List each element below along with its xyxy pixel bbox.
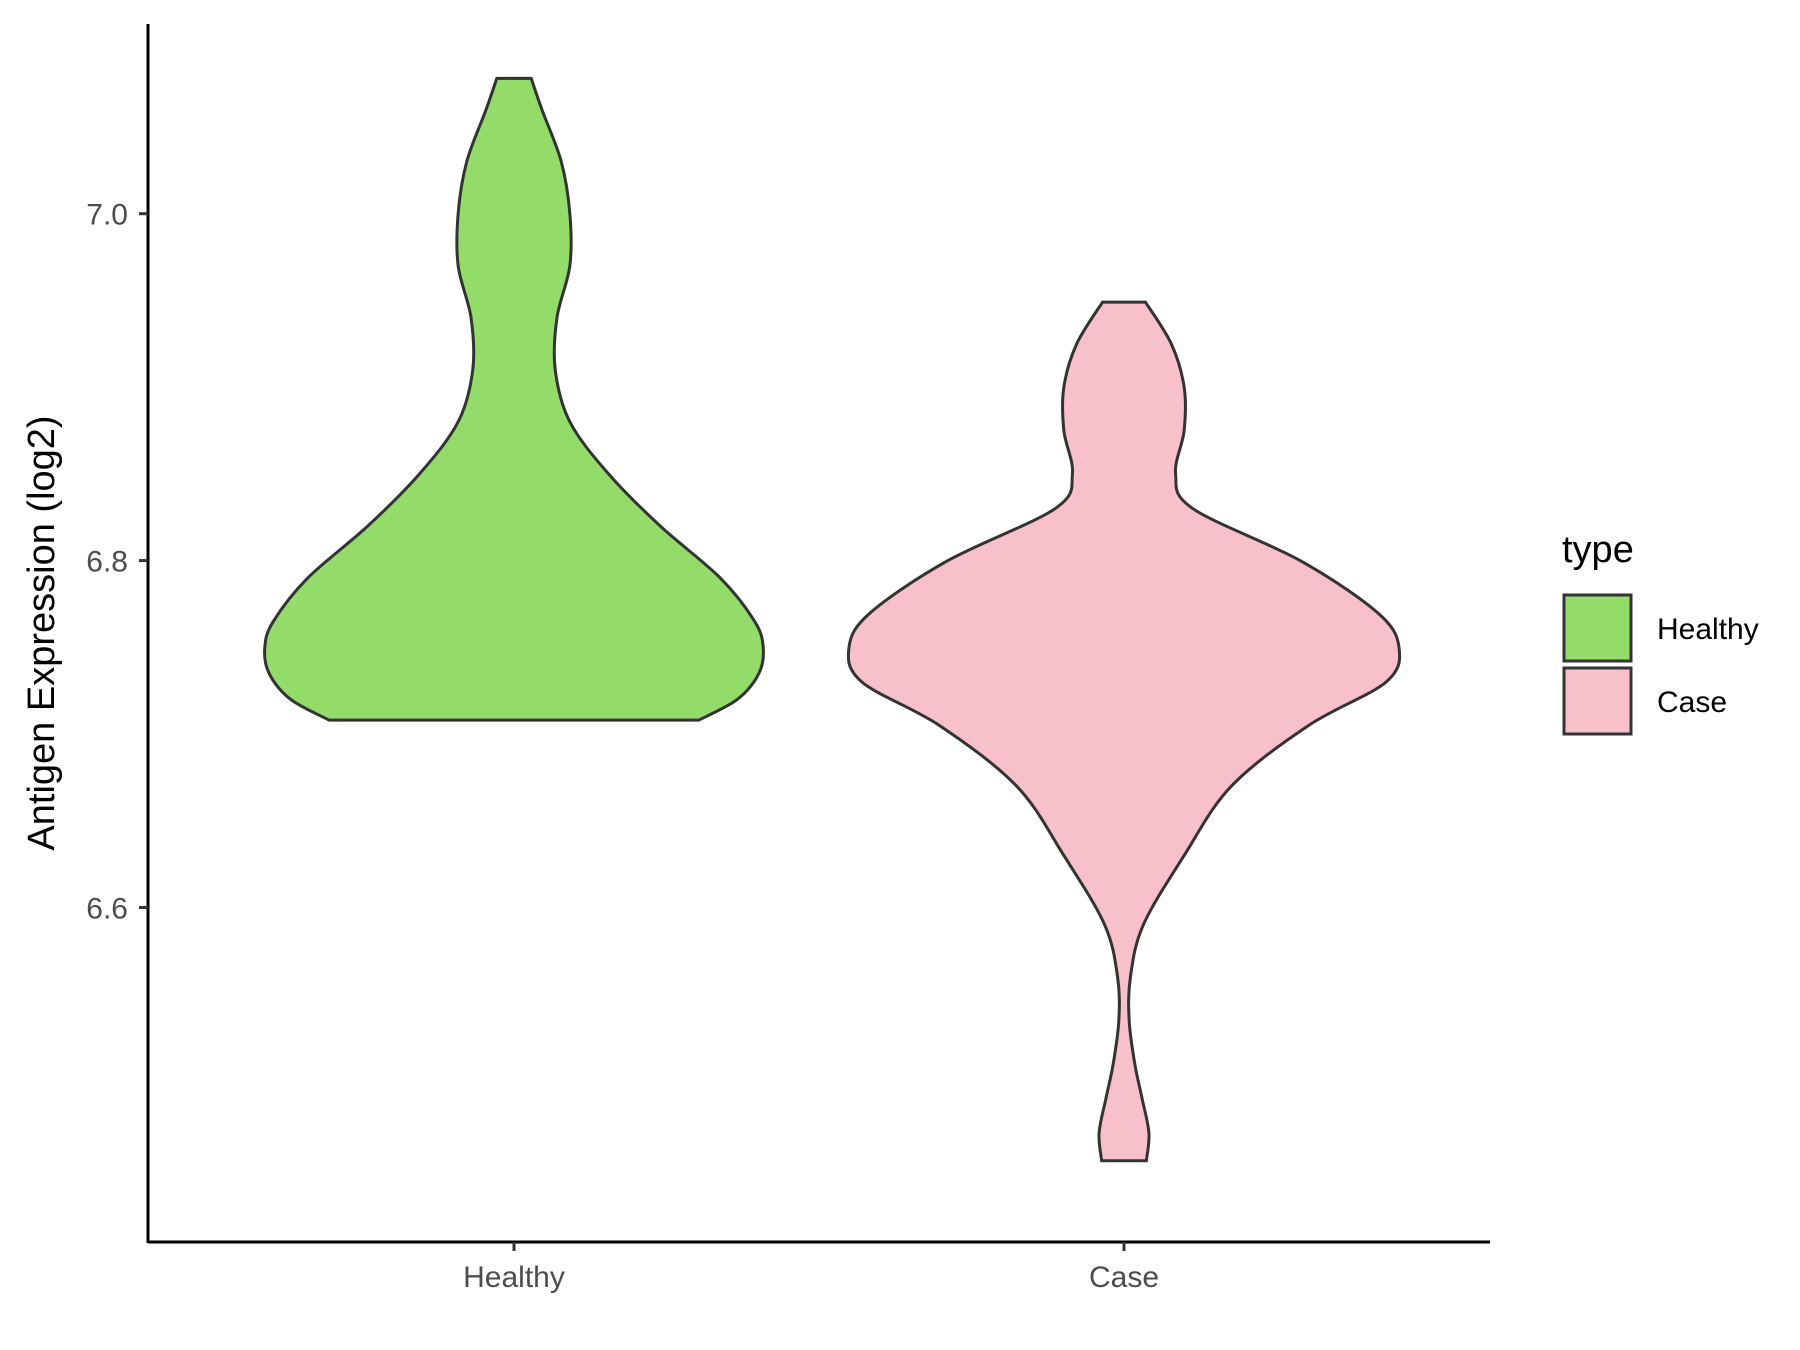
- x-tick-label: Case: [1089, 1261, 1159, 1294]
- legend-label-healthy: Healthy: [1657, 613, 1759, 646]
- y-tick-label: 6.6: [86, 893, 128, 926]
- violin-healthy: [263, 76, 765, 722]
- violin-case: [846, 300, 1402, 1163]
- x-ticks: Healthy Case: [463, 1242, 1159, 1294]
- violins-layer: [263, 76, 1402, 1163]
- legend-title: type: [1562, 529, 1634, 571]
- legend-swatch-case: [1562, 666, 1633, 736]
- y-ticks: 6.6 6.8 7.0: [86, 199, 148, 926]
- legend: type Healthy Case: [1562, 529, 1759, 736]
- legend-label-case: Case: [1657, 686, 1727, 719]
- y-axis-title: Antigen Expression (log2): [21, 415, 63, 850]
- x-tick-label: Healthy: [463, 1261, 565, 1294]
- legend-swatch-healthy: [1562, 593, 1633, 663]
- y-tick-label: 7.0: [86, 199, 128, 232]
- y-tick-label: 6.8: [86, 546, 128, 579]
